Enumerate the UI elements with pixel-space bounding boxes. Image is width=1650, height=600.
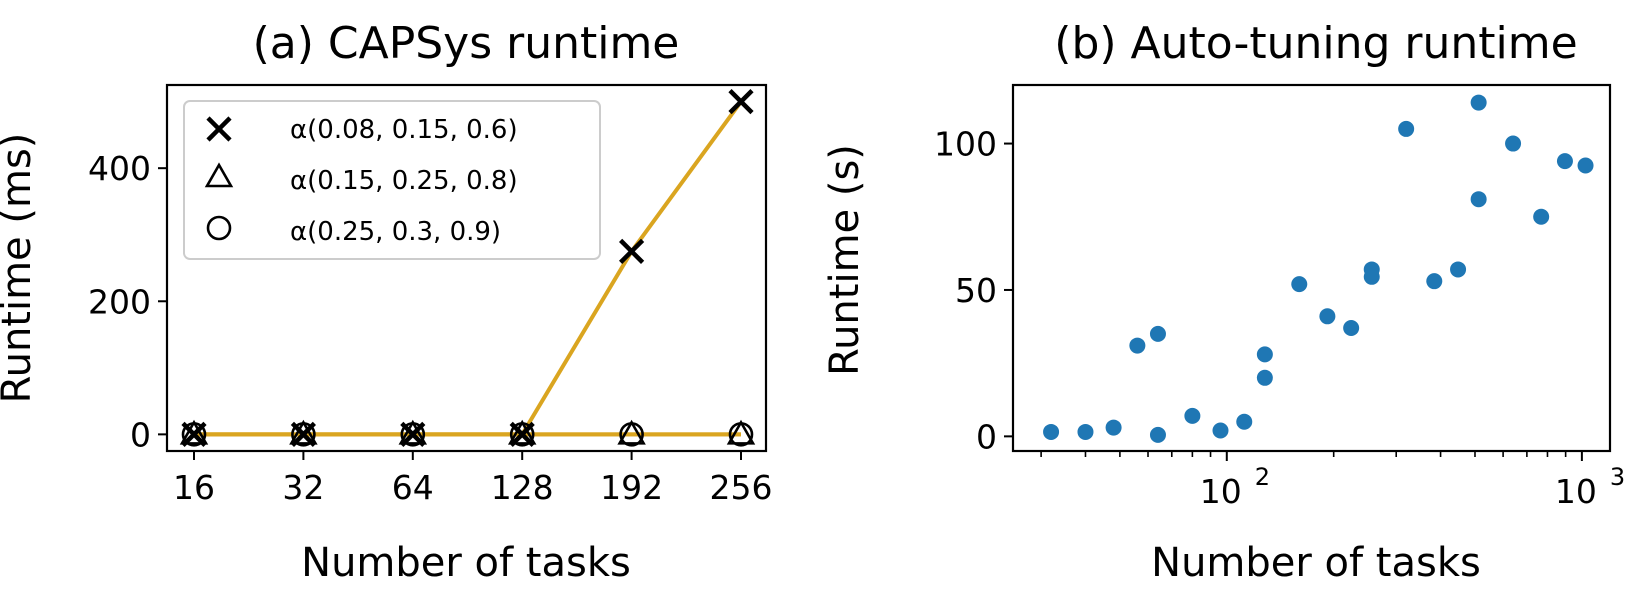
data-point bbox=[509, 422, 535, 447]
data-point bbox=[726, 419, 756, 445]
x-tick-exponent: 3 bbox=[1610, 463, 1625, 491]
data-point bbox=[728, 89, 754, 115]
legend-entry-1: α(0.08, 0.15, 0.6) bbox=[206, 115, 518, 145]
triangle-icon bbox=[204, 162, 234, 188]
data-point bbox=[179, 419, 209, 445]
scatter-point bbox=[1256, 369, 1273, 386]
legend-entry-2: α(0.15, 0.25, 0.8) bbox=[204, 162, 518, 196]
legend-label-1: α(0.08, 0.15, 0.6) bbox=[290, 115, 518, 145]
scatter-point bbox=[1363, 268, 1380, 285]
scatter-point bbox=[1077, 423, 1094, 440]
scatter-point bbox=[1291, 276, 1308, 293]
data-point bbox=[728, 422, 754, 447]
scatter-point bbox=[1470, 191, 1487, 208]
scatter-point bbox=[1212, 422, 1229, 439]
y-tick-label: 0 bbox=[976, 417, 997, 456]
legend-label-2: α(0.15, 0.25, 0.8) bbox=[290, 166, 518, 196]
scatter-point bbox=[1236, 413, 1253, 430]
data-point bbox=[181, 422, 207, 447]
chart-a-frame bbox=[165, 83, 768, 453]
legend-entry-3: α(0.25, 0.3, 0.9) bbox=[206, 215, 501, 247]
scatter-point bbox=[1319, 308, 1336, 325]
data-point bbox=[619, 422, 644, 447]
x-tick-label: 256 bbox=[710, 468, 773, 507]
y-tick-label: 200 bbox=[88, 282, 151, 321]
scatter-point bbox=[1556, 153, 1573, 170]
chart-a-xlabel: Number of tasks bbox=[301, 540, 631, 586]
scatter-point bbox=[1149, 426, 1166, 443]
series-line bbox=[194, 100, 743, 437]
x-tick-label: 192 bbox=[600, 468, 663, 507]
data-point bbox=[619, 238, 645, 264]
scatter-point bbox=[1398, 120, 1415, 137]
scatter-point bbox=[1470, 94, 1487, 111]
x-tick-label: 32 bbox=[282, 468, 324, 507]
scatter-point bbox=[1577, 157, 1594, 174]
x-icon bbox=[206, 116, 232, 142]
scatter-point bbox=[1450, 261, 1467, 278]
legend-box bbox=[183, 100, 601, 260]
y-tick-label: 50 bbox=[955, 271, 997, 310]
scatter-point bbox=[1105, 419, 1122, 436]
x-tick-label: 10 bbox=[1555, 472, 1597, 511]
legend-label-3: α(0.25, 0.3, 0.9) bbox=[290, 217, 501, 247]
data-point bbox=[398, 419, 428, 445]
chart-a-title: (a) CAPSys runtime bbox=[253, 18, 680, 69]
data-point bbox=[507, 419, 537, 445]
y-tick-label: 100 bbox=[934, 125, 997, 164]
data-point bbox=[289, 419, 318, 445]
scatter-point bbox=[1149, 325, 1166, 342]
scatter-point bbox=[1129, 337, 1146, 354]
chart-b: (b) Auto-tuning runtime Number of tasks … bbox=[822, 18, 1625, 586]
y-tick-label: 0 bbox=[130, 415, 151, 454]
x-tick-label: 64 bbox=[392, 468, 434, 507]
scatter-point bbox=[1505, 135, 1522, 152]
chart-a-plot-area bbox=[179, 89, 756, 447]
circle-icon-glyph bbox=[206, 215, 232, 241]
chart-a-legend: α(0.08, 0.15, 0.6) α(0.15, 0.25, 0.8) α(… bbox=[183, 100, 601, 260]
scatter-point bbox=[1256, 346, 1273, 363]
x-tick-label: 128 bbox=[491, 468, 554, 507]
chart-a: (a) CAPSys runtime Number of tasks Runti… bbox=[0, 18, 773, 586]
scatter-point bbox=[1533, 208, 1550, 225]
scatter-point bbox=[1426, 273, 1443, 290]
chart-a-ylabel: Runtime (ms) bbox=[0, 133, 40, 404]
chart-b-plot-area bbox=[1043, 94, 1594, 443]
scatter-point bbox=[1184, 407, 1201, 424]
x-tick-label: 16 bbox=[173, 468, 215, 507]
chart-b-title: (b) Auto-tuning runtime bbox=[1054, 18, 1577, 69]
x-icon-glyph bbox=[206, 116, 232, 142]
data-point bbox=[617, 419, 646, 445]
scatter-point bbox=[1043, 423, 1060, 440]
triangle-icon-glyph bbox=[204, 162, 234, 188]
data-point bbox=[400, 422, 426, 447]
chart-b-frame bbox=[1011, 83, 1612, 453]
chart-b-xlabel: Number of tasks bbox=[1151, 540, 1481, 586]
circle-icon bbox=[206, 215, 232, 241]
x-tick-label: 10 bbox=[1200, 472, 1242, 511]
data-point bbox=[291, 422, 316, 447]
y-tick-label: 400 bbox=[88, 149, 151, 188]
chart-b-ylabel: Runtime (s) bbox=[822, 144, 868, 376]
scatter-point bbox=[1343, 320, 1360, 337]
x-tick-exponent: 2 bbox=[1255, 463, 1270, 491]
chart-a-ticks: 16 32 64 128 192 256 0 200 400 bbox=[88, 149, 773, 507]
